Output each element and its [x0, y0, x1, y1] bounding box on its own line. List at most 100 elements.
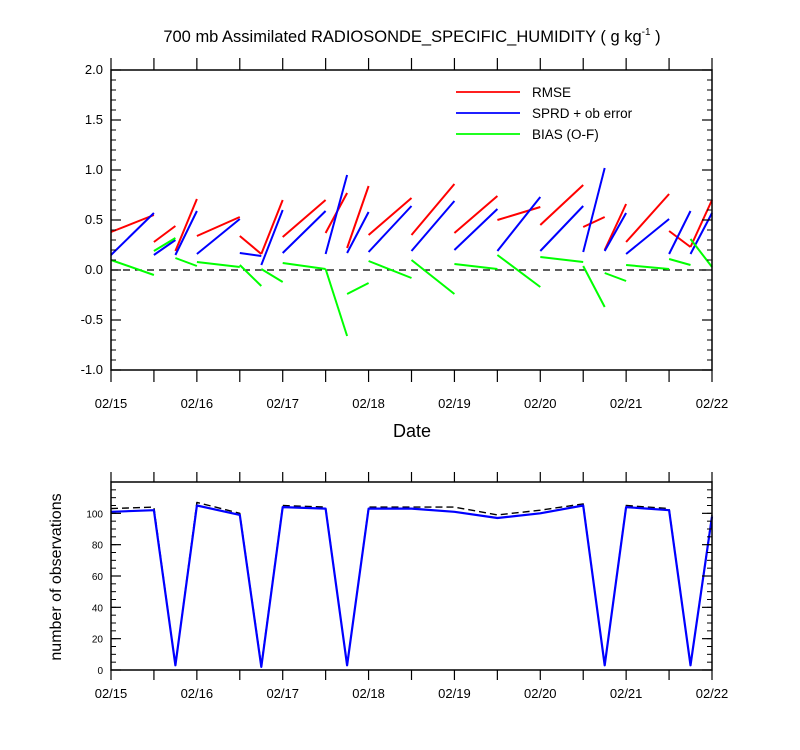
series-segment [239, 235, 262, 255]
series-segment [689, 238, 713, 268]
series-segment [260, 199, 284, 255]
chart-title: 700 mb Assimilated RADIOSONDE_SPECIFIC_H… [163, 27, 660, 46]
series-segment [367, 205, 413, 253]
series-segment [582, 167, 606, 253]
x-tick-label: 02/15 [95, 686, 128, 701]
x-tick-label: 02/18 [352, 686, 385, 701]
series-segment [282, 262, 326, 270]
series-segment [410, 183, 456, 236]
series-segment [454, 263, 498, 270]
legend-label: SPRD + ob error [532, 106, 633, 121]
y-tick-label: 0.5 [85, 212, 103, 227]
series-segment [110, 214, 155, 233]
series-segment [625, 218, 670, 255]
y-tick-label: 1.0 [85, 162, 103, 177]
x-tick-label: 02/19 [438, 686, 471, 701]
series-segment [346, 282, 370, 295]
x-tick-label: 02/20 [524, 686, 557, 701]
series-segment [153, 237, 176, 252]
series-segment [689, 212, 713, 255]
x-tick-label: 02/17 [266, 396, 299, 411]
series-bias-o-f [110, 237, 713, 337]
series-segment [153, 225, 176, 243]
series-possible-observations [110, 501, 713, 666]
series-segment [346, 185, 370, 249]
series-segment [603, 203, 628, 251]
x-tick-label: 02/20 [524, 396, 557, 411]
series-segment [496, 254, 541, 288]
x-tick-label: 02/18 [352, 396, 385, 411]
series-segment [368, 260, 412, 279]
rmse-spread-bias-chart: 700 mb Assimilated RADIOSONDE_SPECIFIC_H… [81, 27, 729, 441]
series-segment [668, 258, 691, 266]
y-tick-label: 80 [92, 541, 104, 552]
series-segment [174, 210, 198, 256]
series-segment [540, 256, 584, 263]
series-segment [196, 261, 240, 268]
y-tick-label: 100 [86, 509, 103, 520]
x-tick-label: 02/21 [610, 396, 643, 411]
y-tick-label: 60 [92, 572, 104, 583]
series-segment [324, 268, 349, 337]
series-segment [410, 200, 456, 252]
series-segment [324, 174, 349, 255]
y-axis-label: number of observations [48, 493, 65, 660]
series-segment [689, 199, 713, 248]
plot-frame [110, 481, 713, 671]
series-segment [603, 212, 627, 252]
series-segment [539, 184, 584, 226]
series-segment [153, 239, 176, 256]
series-segment [239, 252, 262, 257]
y-tick-label: 2.0 [85, 62, 103, 77]
series-segment [174, 198, 198, 252]
series-segment [668, 230, 692, 248]
series-segment [497, 206, 541, 221]
series-segment [196, 216, 241, 237]
series-sprd-ob-error [110, 167, 713, 266]
x-tick-label: 02/17 [266, 686, 299, 701]
series-segment [282, 210, 327, 254]
y-tick-label: 40 [92, 603, 104, 614]
series-segment [196, 218, 241, 255]
series-segment [453, 195, 499, 234]
series-segment [110, 212, 155, 256]
x-tick-label: 02/22 [696, 396, 729, 411]
y-tick-label: 0 [97, 666, 103, 677]
x-tick-label: 02/16 [181, 686, 214, 701]
x-tick-label: 02/22 [696, 686, 729, 701]
series-segment [582, 216, 606, 228]
legend-label: RMSE [532, 85, 571, 100]
x-tick-label: 02/19 [438, 396, 471, 411]
legend: RMSE SPRD + ob error BIAS (O-F) [456, 85, 633, 142]
x-tick-label: 02/15 [95, 396, 128, 411]
series-segment [496, 196, 542, 252]
series-segment [260, 209, 284, 266]
x-tick-label: 02/16 [181, 396, 214, 411]
series-segment [367, 197, 413, 236]
y-tick-label: -1.0 [81, 362, 103, 377]
y-tick-label: 20 [92, 635, 104, 646]
series-assimilated-observations [110, 504, 714, 669]
x-axis-label: Date [393, 421, 431, 441]
series-segment [626, 264, 670, 270]
series-segment [239, 264, 262, 287]
series-segment [260, 268, 284, 283]
series-segment [582, 265, 606, 308]
series-segment [625, 193, 670, 243]
observation-count-chart: 0 20 40 60 80 100 02/15 02/16 02/17 02/18 02/19 02/… [48, 472, 728, 701]
series-segment [539, 205, 584, 252]
y-tick-label: -0.5 [81, 312, 103, 327]
series-segment [410, 259, 456, 295]
series-segment [175, 257, 198, 267]
series-segment [604, 272, 627, 282]
series-segment [668, 210, 692, 255]
series-segment [282, 199, 327, 238]
series-segment [346, 211, 370, 254]
y-tick-label: 0.0 [85, 262, 103, 277]
series-segment [453, 208, 499, 251]
series-segment [110, 259, 155, 276]
legend-label: BIAS (O-F) [532, 127, 599, 142]
x-tick-label: 02/21 [610, 686, 643, 701]
y-tick-label: 1.5 [85, 112, 103, 127]
